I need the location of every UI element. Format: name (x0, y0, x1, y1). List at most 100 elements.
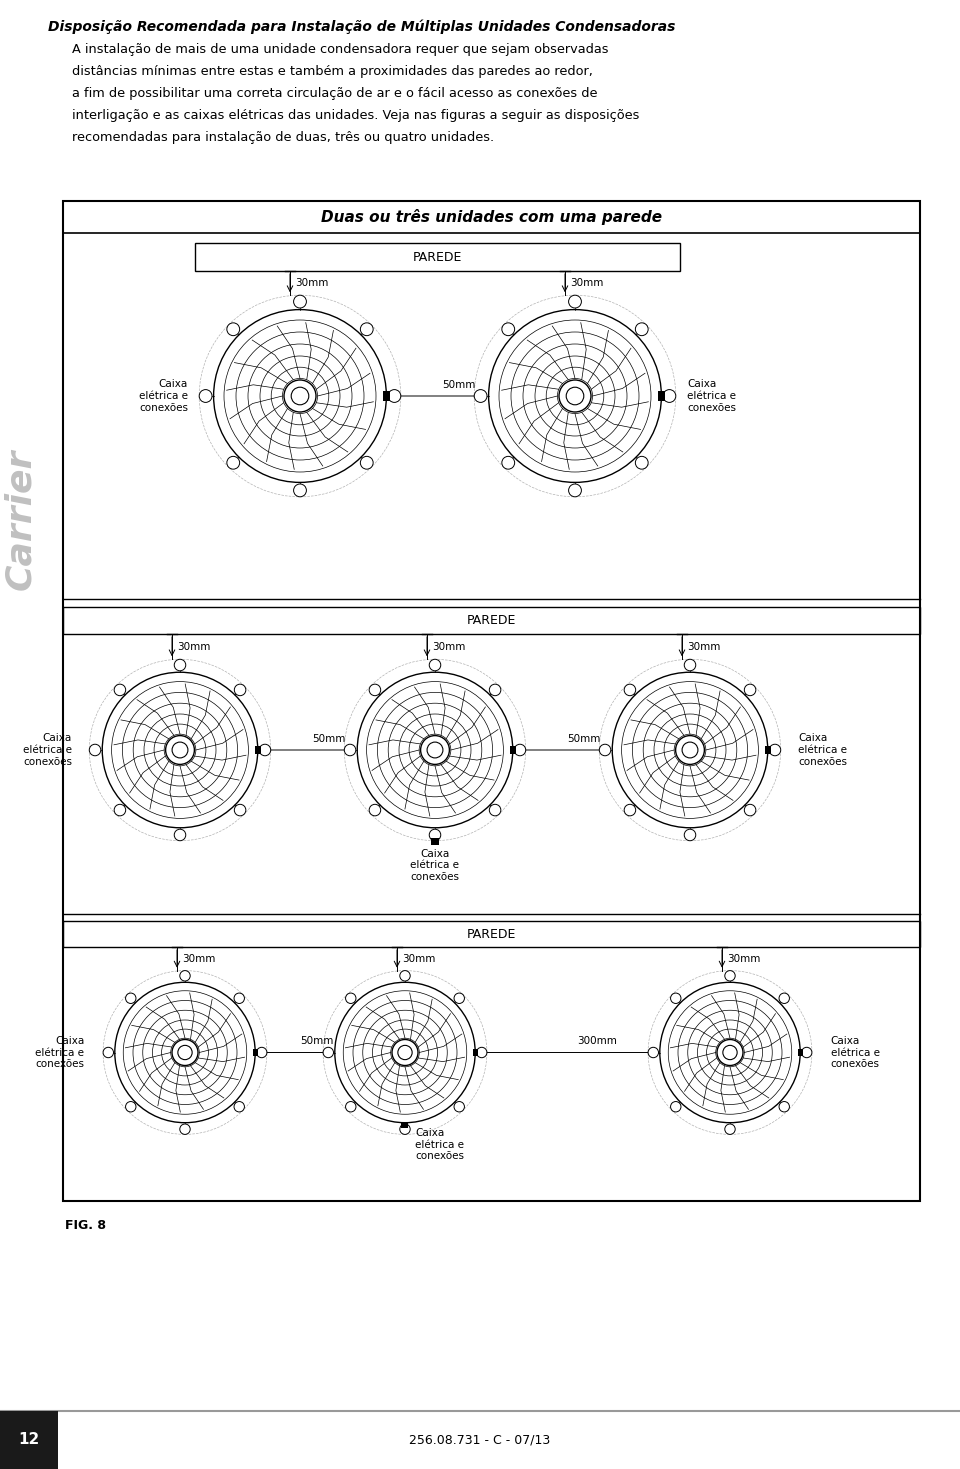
Bar (472, 1049, 478, 1056)
Bar (252, 1049, 258, 1056)
Text: 30mm: 30mm (177, 642, 210, 652)
Circle shape (234, 1102, 245, 1112)
Text: 30mm: 30mm (295, 278, 328, 288)
Circle shape (165, 736, 194, 764)
Circle shape (624, 685, 636, 696)
Circle shape (178, 1046, 192, 1059)
Text: 30mm: 30mm (687, 642, 720, 652)
Circle shape (725, 971, 735, 981)
Text: 50mm: 50mm (443, 380, 476, 389)
Circle shape (454, 1102, 465, 1112)
Text: 256.08.731 - C - 07/13: 256.08.731 - C - 07/13 (409, 1434, 551, 1447)
Text: Caixa
elétrica e
conexões: Caixa elétrica e conexões (798, 733, 847, 767)
Bar (431, 837, 439, 845)
Circle shape (802, 1047, 812, 1058)
Circle shape (103, 1047, 113, 1058)
Bar (0, 1412, 58, 1469)
Circle shape (172, 1040, 198, 1065)
Circle shape (682, 742, 698, 758)
Text: 30mm: 30mm (432, 642, 466, 652)
Circle shape (291, 388, 309, 405)
Bar (401, 1122, 408, 1128)
Text: 300mm: 300mm (578, 1037, 617, 1046)
Circle shape (114, 805, 126, 815)
Circle shape (723, 1046, 737, 1059)
Circle shape (370, 805, 381, 815)
Circle shape (599, 745, 611, 755)
Circle shape (397, 1046, 412, 1059)
Circle shape (427, 742, 443, 758)
Circle shape (256, 1047, 267, 1058)
Circle shape (568, 483, 582, 497)
Circle shape (370, 685, 381, 696)
Circle shape (515, 745, 526, 755)
Circle shape (357, 673, 513, 827)
Circle shape (717, 1040, 743, 1065)
Circle shape (102, 673, 257, 827)
Text: distâncias mínimas entre estas e também a proximidades das paredes ao redor,: distâncias mínimas entre estas e também … (72, 65, 593, 78)
Text: A instalação de mais de uma unidade condensadora requer que sejam observadas: A instalação de mais de uma unidade cond… (72, 43, 609, 56)
Circle shape (429, 829, 441, 840)
Circle shape (502, 457, 515, 469)
Circle shape (200, 389, 212, 403)
Bar (798, 1049, 803, 1056)
Circle shape (259, 745, 271, 755)
Circle shape (502, 323, 515, 335)
Text: 30mm: 30mm (570, 278, 604, 288)
Circle shape (663, 389, 676, 403)
Circle shape (454, 993, 465, 1003)
Text: Caixa
elétrica e
conexões: Caixa elétrica e conexões (830, 1036, 879, 1069)
Circle shape (420, 736, 449, 764)
Circle shape (294, 483, 306, 497)
Circle shape (568, 295, 582, 308)
Bar (659, 391, 664, 401)
Circle shape (234, 993, 245, 1003)
Circle shape (172, 742, 188, 758)
Text: Caixa
elétrica e
conexões: Caixa elétrica e conexões (411, 849, 460, 881)
Circle shape (671, 1102, 681, 1112)
Circle shape (114, 685, 126, 696)
Circle shape (388, 389, 400, 403)
Text: 50mm: 50mm (567, 734, 601, 743)
Circle shape (559, 380, 591, 411)
Circle shape (624, 805, 636, 815)
Circle shape (174, 829, 185, 840)
Circle shape (744, 685, 756, 696)
Circle shape (346, 1102, 356, 1112)
Circle shape (227, 457, 240, 469)
Circle shape (648, 1047, 659, 1058)
Circle shape (346, 993, 356, 1003)
Text: 50mm: 50mm (300, 1037, 333, 1046)
Text: 12: 12 (18, 1432, 39, 1447)
Circle shape (126, 1102, 136, 1112)
Text: PAREDE: PAREDE (467, 614, 516, 627)
Circle shape (392, 1040, 418, 1065)
Circle shape (234, 685, 246, 696)
Text: Duas ou três unidades com uma parede: Duas ou três unidades com uma parede (321, 209, 662, 225)
Circle shape (490, 685, 501, 696)
Text: Carrier: Carrier (3, 448, 37, 589)
Circle shape (284, 380, 316, 411)
Circle shape (490, 805, 501, 815)
Circle shape (779, 993, 789, 1003)
Bar (63, 201, 920, 1202)
Circle shape (324, 1047, 333, 1058)
Circle shape (399, 971, 410, 981)
Text: PAREDE: PAREDE (413, 251, 462, 263)
Circle shape (126, 993, 136, 1003)
Circle shape (684, 660, 696, 671)
Circle shape (360, 323, 373, 335)
Circle shape (566, 388, 584, 405)
Text: recomendadas para instalação de duas, três ou quatro unidades.: recomendadas para instalação de duas, tr… (72, 131, 494, 144)
Text: Caixa
elétrica e
conexões: Caixa elétrica e conexões (139, 379, 188, 413)
Circle shape (769, 745, 780, 755)
Text: 30mm: 30mm (402, 953, 436, 964)
Bar (195, 242, 680, 270)
Text: 30mm: 30mm (182, 953, 215, 964)
Circle shape (636, 323, 648, 335)
Circle shape (476, 1047, 487, 1058)
Bar (63, 921, 920, 948)
Text: 50mm: 50mm (313, 734, 346, 743)
Circle shape (660, 983, 801, 1122)
Text: a fim de possibilitar uma correta circulação de ar e o fácil acesso as conexões : a fim de possibilitar uma correta circul… (72, 87, 597, 100)
